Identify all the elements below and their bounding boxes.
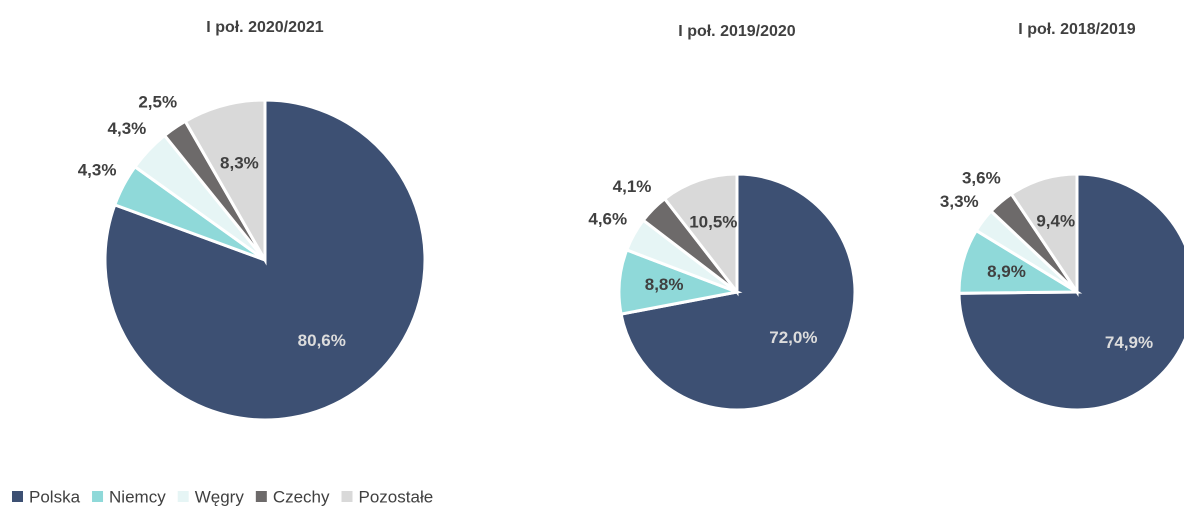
legend-swatch bbox=[255, 491, 267, 502]
legend-label: Polska bbox=[29, 487, 81, 506]
data-label: 3,6% bbox=[962, 169, 1001, 188]
data-label: 74,9% bbox=[1105, 333, 1153, 352]
legend-swatch bbox=[92, 491, 104, 502]
chart-title: I poł. 2020/2021 bbox=[206, 19, 324, 36]
chart-title: I poł. 2019/2020 bbox=[678, 23, 796, 40]
legend-swatch bbox=[12, 491, 23, 502]
data-label: 80,6% bbox=[298, 331, 346, 350]
data-label: 4,3% bbox=[108, 119, 147, 138]
data-label: 2,5% bbox=[138, 93, 177, 112]
pie-slice bbox=[183, 98, 267, 266]
data-label: 3,3% bbox=[940, 192, 979, 211]
pie-slice bbox=[662, 172, 739, 297]
pie-slice bbox=[1009, 172, 1079, 297]
legend-label: Węgry bbox=[195, 487, 245, 506]
pie-slice bbox=[957, 172, 1184, 412]
data-label: 4,1% bbox=[613, 177, 652, 196]
data-label: 10,5% bbox=[689, 212, 737, 231]
legend-label: Pozostałe bbox=[359, 487, 434, 506]
chart-title: I poł. 2018/2019 bbox=[1018, 21, 1136, 38]
data-label: 4,3% bbox=[78, 161, 117, 180]
data-label: 9,4% bbox=[1036, 211, 1075, 230]
data-label: 4,6% bbox=[588, 209, 627, 228]
data-label: 8,8% bbox=[645, 275, 684, 294]
data-label: 72,0% bbox=[769, 328, 817, 347]
legend-label: Niemcy bbox=[109, 487, 166, 506]
data-label: 8,9% bbox=[987, 262, 1026, 281]
legend-swatch bbox=[177, 491, 189, 502]
data-label: 8,3% bbox=[220, 154, 259, 173]
legend-swatch bbox=[341, 491, 353, 502]
legend-label: Czechy bbox=[273, 487, 330, 506]
